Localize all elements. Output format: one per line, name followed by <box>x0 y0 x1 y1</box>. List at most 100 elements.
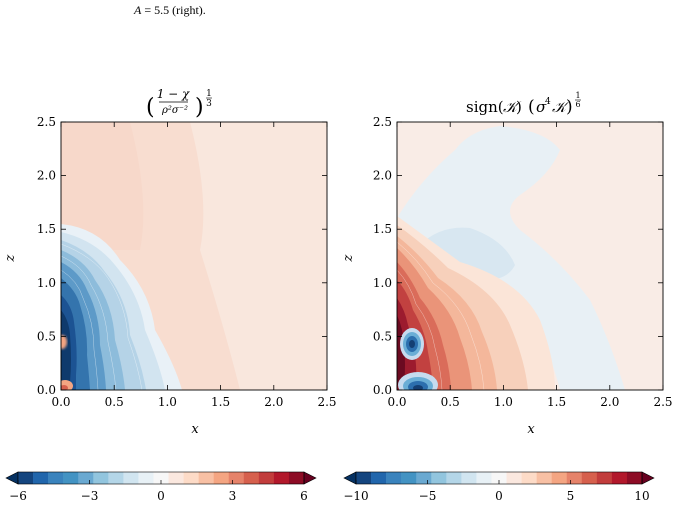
colorbar-left-color-step <box>243 472 260 484</box>
colorbar-left-tick-label: −6 <box>9 489 27 503</box>
svg-text:σ: σ <box>536 98 547 116</box>
left-axes-frame <box>60 121 328 391</box>
colorbar-left-tick-label: 0 <box>157 489 165 503</box>
colorbar-right-tick-label: 5 <box>567 489 575 503</box>
right-xtick-label: 0.5 <box>441 395 460 409</box>
left-ytick-label: 2.0 <box>37 169 56 183</box>
colorbar-right-color-step <box>491 472 507 484</box>
left-positive-spot-bottom-core <box>61 385 68 390</box>
right-negative-band-core <box>420 227 515 280</box>
colorbar-left-color-step <box>213 472 230 484</box>
left-xtick-label: 2.5 <box>317 395 336 409</box>
svg-text:1 − χ: 1 − χ <box>157 87 190 101</box>
left-ytick-label: 0.5 <box>37 329 56 343</box>
colorbar-right-color-step <box>536 472 552 484</box>
left-xtick-label: 0.0 <box>51 395 70 409</box>
right-xtick-label: 1.5 <box>547 395 566 409</box>
svg-text:): ) <box>566 97 573 117</box>
right-ytick-label: 1.0 <box>373 276 392 290</box>
svg-text:(: ( <box>146 95 155 120</box>
right-xlabel: x <box>527 422 535 437</box>
colorbar-left-tick-label: 6 <box>300 489 308 503</box>
colorbar-right-extend-max <box>641 471 655 485</box>
colorbar-right-color-step <box>611 472 628 484</box>
colorbar-right: −10 −5 0 5 10 <box>343 471 655 503</box>
left-ylabel: z <box>3 254 18 262</box>
right-ytick-label: 1.5 <box>373 222 392 236</box>
left-ytick-label: 0.0 <box>37 383 56 397</box>
svg-text:sign(: sign( <box>466 98 504 116</box>
colorbar-left-extend-min <box>5 471 19 485</box>
colorbar-left-color-step <box>153 472 169 484</box>
colorbar-right-color-step <box>581 472 598 484</box>
colorbar-left-color-step <box>33 472 49 484</box>
right-negative-blob-lower-core <box>413 385 423 390</box>
colorbar-left-color-step <box>273 472 290 484</box>
colorbar-left-extend-max <box>303 471 317 485</box>
right-xtick-label: 0.0 <box>387 395 406 409</box>
colorbar-left-tick-label: −3 <box>81 489 99 503</box>
colorbar-left-color-step <box>18 472 34 484</box>
colorbar-right-color-step <box>386 472 402 484</box>
svg-text:1: 1 <box>206 89 212 99</box>
right-ylabel: z <box>341 254 356 262</box>
colorbar-left-color-step <box>288 472 305 484</box>
left-xtick-label: 2.0 <box>264 395 283 409</box>
colorbar-right-color-step <box>626 472 643 484</box>
colorbar-right-color-step <box>596 472 613 484</box>
panel-right: 0.0 0.5 1.0 1.5 2.0 2.5 0.0 0.5 1.0 1.5 2.0 2.5 sig… <box>341 91 673 437</box>
right-negative-blob-upper-core <box>409 340 415 348</box>
left-positive-spot-mid <box>61 335 67 349</box>
colorbar-right-tick-label: −10 <box>343 489 368 503</box>
svg-text:(: ( <box>528 97 535 117</box>
left-xlabel: x <box>191 422 199 437</box>
colorbar-left-color-step <box>168 472 184 484</box>
right-axes-frame <box>396 121 664 391</box>
colorbar-right-color-step <box>476 472 492 484</box>
colorbar-left-color-step <box>198 472 214 484</box>
left-contour-lines <box>61 243 143 390</box>
svg-text:1: 1 <box>575 91 580 100</box>
right-contour-lines <box>397 241 485 390</box>
right-ticks: 0.0 0.5 1.0 1.5 2.0 2.5 0.0 0.5 1.0 1.5 2.0 2.5 <box>373 115 673 409</box>
colorbar-left: −6 −3 0 3 6 <box>5 471 317 503</box>
colorbar-right-color-step <box>446 472 462 484</box>
colorbar-right-color-step <box>461 472 477 484</box>
svg-text:ρ²σ⁻²: ρ²σ⁻² <box>161 105 188 116</box>
right-title: sign( 𝒦 ) ( σ 4 𝒦 ) 1 6 <box>466 91 581 117</box>
colorbar-right-color-step <box>401 472 417 484</box>
colorbar-right-color-step <box>566 472 583 484</box>
left-ticks: 0.0 0.5 1.0 1.5 2.0 2.5 0.0 0.5 1.0 1.5 2.0 2.5 <box>37 115 337 409</box>
colorbar-right-color-step <box>356 472 372 484</box>
left-ytick-label: 1.5 <box>37 222 56 236</box>
left-xtick-label: 1.5 <box>211 395 230 409</box>
colorbar-right-color-step <box>506 472 522 484</box>
figure-caption: A = 5.5 (right). <box>134 3 206 17</box>
left-xtick-label: 0.5 <box>105 395 124 409</box>
colorbar-left-color-step <box>108 472 124 484</box>
colorbar-left-color-step <box>138 472 154 484</box>
colorbar-left-color-step <box>93 472 109 484</box>
colorbar-right-tick-label: 10 <box>634 489 649 503</box>
colorbar-left-color-step <box>228 472 245 484</box>
colorbar-right-color-step <box>416 472 432 484</box>
right-ytick-label: 0.0 <box>373 383 392 397</box>
colorbar-left-color-step <box>63 472 79 484</box>
colorbar-right-tick-label: 0 <box>495 489 503 503</box>
colorbar-left-tick-label: 3 <box>229 489 237 503</box>
right-xtick-label: 1.0 <box>494 395 513 409</box>
right-heatmap <box>397 122 663 390</box>
left-xtick-label: 1.0 <box>158 395 177 409</box>
left-warm-core <box>61 122 144 250</box>
colorbar-right-color-step <box>431 472 447 484</box>
colorbar-right-extend-min <box>343 471 357 485</box>
right-ytick-label: 0.5 <box>373 329 392 343</box>
colorbar-right-color-step <box>521 472 537 484</box>
svg-text:): ) <box>516 98 522 116</box>
colorbar-right-tick-label: −5 <box>419 489 437 503</box>
svg-text:4: 4 <box>545 97 551 107</box>
colorbar-left-color-step <box>78 472 94 484</box>
colorbar-left-color-step <box>258 472 275 484</box>
right-xtick-label: 2.0 <box>600 395 619 409</box>
